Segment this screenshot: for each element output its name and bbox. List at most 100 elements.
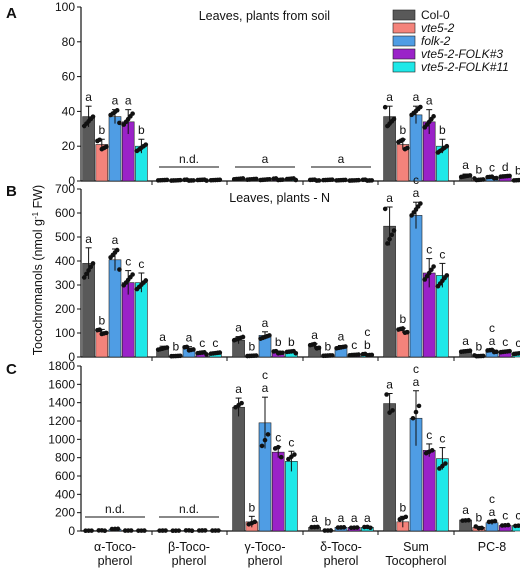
- significance-letter: c: [413, 362, 419, 376]
- bar-folk-2: [409, 215, 423, 358]
- legend-swatch: [392, 61, 416, 73]
- data-point: [494, 349, 499, 355]
- data-point: [128, 528, 134, 533]
- data-point: [81, 275, 87, 280]
- data-point: [403, 514, 409, 520]
- y-tick-label: 1600: [48, 377, 75, 391]
- significance-letter: a: [489, 334, 496, 348]
- significance-letter: b: [475, 339, 482, 353]
- bar-folk-2: [108, 116, 122, 182]
- group-label: n.d.: [179, 502, 199, 516]
- significance-letter: c: [364, 325, 370, 339]
- significance-letter: c: [351, 338, 357, 352]
- significance-letter: b: [138, 123, 145, 137]
- data-point: [341, 525, 347, 530]
- data-point: [413, 409, 419, 415]
- bar-vte5-2-folk-3: [271, 451, 285, 532]
- data-point: [97, 327, 102, 332]
- x-category-label: pherol: [248, 554, 283, 568]
- significance-letter: b: [275, 335, 282, 349]
- data-point: [404, 329, 410, 335]
- y-tick-label: 400: [55, 487, 75, 501]
- y-tick-label: 80: [62, 35, 76, 49]
- significance-letter: a: [462, 503, 469, 517]
- data-point: [191, 347, 196, 352]
- data-point: [265, 432, 271, 437]
- y-tick-label: 600: [55, 206, 75, 220]
- significance-letter: c: [439, 432, 445, 446]
- data-point: [516, 523, 520, 529]
- significance-letter: a: [462, 158, 469, 172]
- significance-letter: c: [515, 336, 520, 350]
- data-point: [369, 178, 375, 183]
- legend: Col-0vte5-2folk-2vte5-2-FOLK#3vte5-2-FOL…: [392, 8, 509, 74]
- data-point: [382, 206, 388, 212]
- data-point: [492, 518, 498, 524]
- legend-label: vte5-2: [421, 21, 455, 35]
- data-point: [259, 443, 265, 449]
- significance-letter: a: [489, 505, 496, 519]
- panel-b: 0 100 200 300 400 500 600 700 Leaves, plants - N…: [55, 173, 520, 364]
- panel-label-b: B: [6, 183, 17, 200]
- y-tick-label: 60: [62, 70, 76, 84]
- data-point: [163, 528, 168, 533]
- data-point: [280, 177, 285, 182]
- panel-label-c: C: [6, 361, 17, 378]
- data-point: [114, 247, 120, 253]
- significance-letter: c: [262, 368, 268, 382]
- significance-letter: d: [502, 160, 509, 174]
- data-point: [177, 177, 183, 183]
- legend-label: vte5-2-FOLK#11: [421, 60, 509, 74]
- data-point: [239, 400, 244, 406]
- data-point: [117, 120, 122, 126]
- data-point: [494, 175, 499, 181]
- data-point: [293, 177, 299, 183]
- significance-letter: c: [413, 173, 419, 187]
- data-point: [117, 267, 122, 272]
- significance-letter: a: [426, 94, 433, 108]
- data-point: [240, 334, 246, 340]
- data-point: [275, 444, 281, 450]
- y-tick-label: 100: [55, 326, 75, 340]
- significance-letter: c: [138, 257, 144, 271]
- data-point: [329, 353, 335, 358]
- data-point: [164, 177, 170, 183]
- data-point: [184, 344, 190, 350]
- significance-letter: b: [248, 500, 255, 514]
- significance-letter: a: [462, 334, 469, 348]
- group-label: a: [262, 152, 269, 166]
- significance-letter: a: [386, 191, 393, 205]
- data-point: [217, 177, 223, 183]
- data-point: [267, 333, 272, 338]
- data-point: [429, 267, 434, 273]
- significance-letter: a: [262, 381, 269, 395]
- significance-letter: a: [112, 94, 119, 108]
- data-point: [390, 408, 395, 413]
- significance-letter: a: [386, 378, 393, 392]
- significance-letter: a: [112, 233, 119, 247]
- data-point: [416, 403, 422, 409]
- legend-swatch: [392, 48, 416, 60]
- data-point: [176, 528, 182, 533]
- data-point: [191, 178, 196, 183]
- data-point: [164, 345, 170, 350]
- data-point: [240, 176, 246, 181]
- data-point: [343, 177, 348, 183]
- significance-letter: a: [85, 90, 92, 104]
- data-point: [466, 517, 471, 523]
- data-point: [422, 277, 428, 282]
- data-point: [262, 437, 268, 443]
- significance-letter: c: [502, 335, 508, 349]
- data-point: [431, 114, 436, 119]
- bar-vte5-2-folk-11: [135, 282, 148, 358]
- data-point: [507, 348, 512, 354]
- significance-letter: b: [324, 514, 331, 528]
- data-point: [202, 528, 208, 533]
- data-point: [103, 144, 109, 150]
- data-point: [431, 264, 436, 269]
- data-point: [102, 528, 108, 534]
- significance-letter: b: [324, 339, 331, 353]
- y-axis-label-main: Tocochromanols (nmol g: [31, 219, 45, 355]
